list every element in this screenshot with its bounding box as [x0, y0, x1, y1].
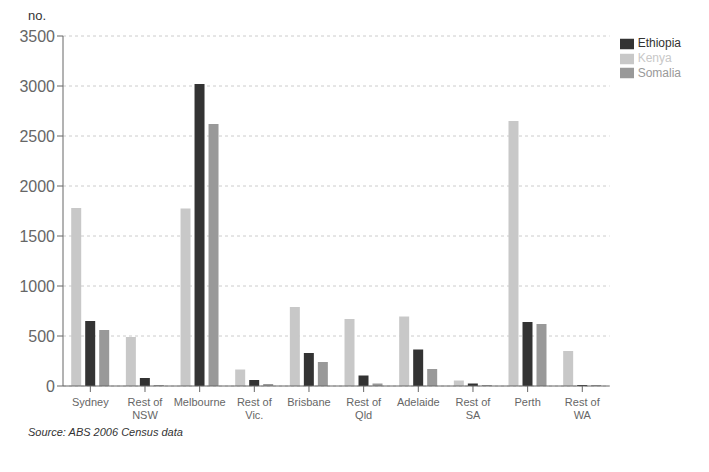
svg-text:Melbourne: Melbourne: [174, 396, 226, 408]
svg-text:2000: 2000: [19, 178, 55, 195]
svg-text:1000: 1000: [19, 278, 55, 295]
svg-text:Perth: Perth: [514, 396, 540, 408]
svg-text:Rest ofSA: Rest ofSA: [456, 396, 492, 421]
svg-text:Rest ofNSW: Rest ofNSW: [128, 396, 164, 421]
svg-text:3000: 3000: [19, 78, 55, 95]
svg-text:Adelaide: Adelaide: [397, 396, 440, 408]
svg-text:Brisbane: Brisbane: [287, 396, 330, 408]
svg-text:1500: 1500: [19, 228, 55, 245]
svg-text:0: 0: [46, 378, 55, 395]
svg-text:500: 500: [28, 328, 55, 345]
svg-text:Sydney: Sydney: [72, 396, 109, 408]
html-text:Ethiopia: Ethiopia: [637, 36, 681, 50]
html-text:Somalia: Somalia: [637, 65, 681, 80]
svg-text:Rest ofVic.: Rest ofVic.: [237, 396, 273, 421]
html-text:Source: ABS 2006 Census data: Source: ABS 2006 Census data: [28, 426, 183, 438]
html-text:no.: no.: [28, 8, 47, 23]
html-text:Kenya: Kenya: [637, 50, 672, 65]
svg-text:Rest ofWA: Rest ofWA: [565, 396, 601, 421]
svg-text:2500: 2500: [19, 128, 55, 145]
svg-text:3500: 3500: [19, 28, 55, 45]
svg-text:Rest ofQld: Rest ofQld: [346, 396, 382, 421]
